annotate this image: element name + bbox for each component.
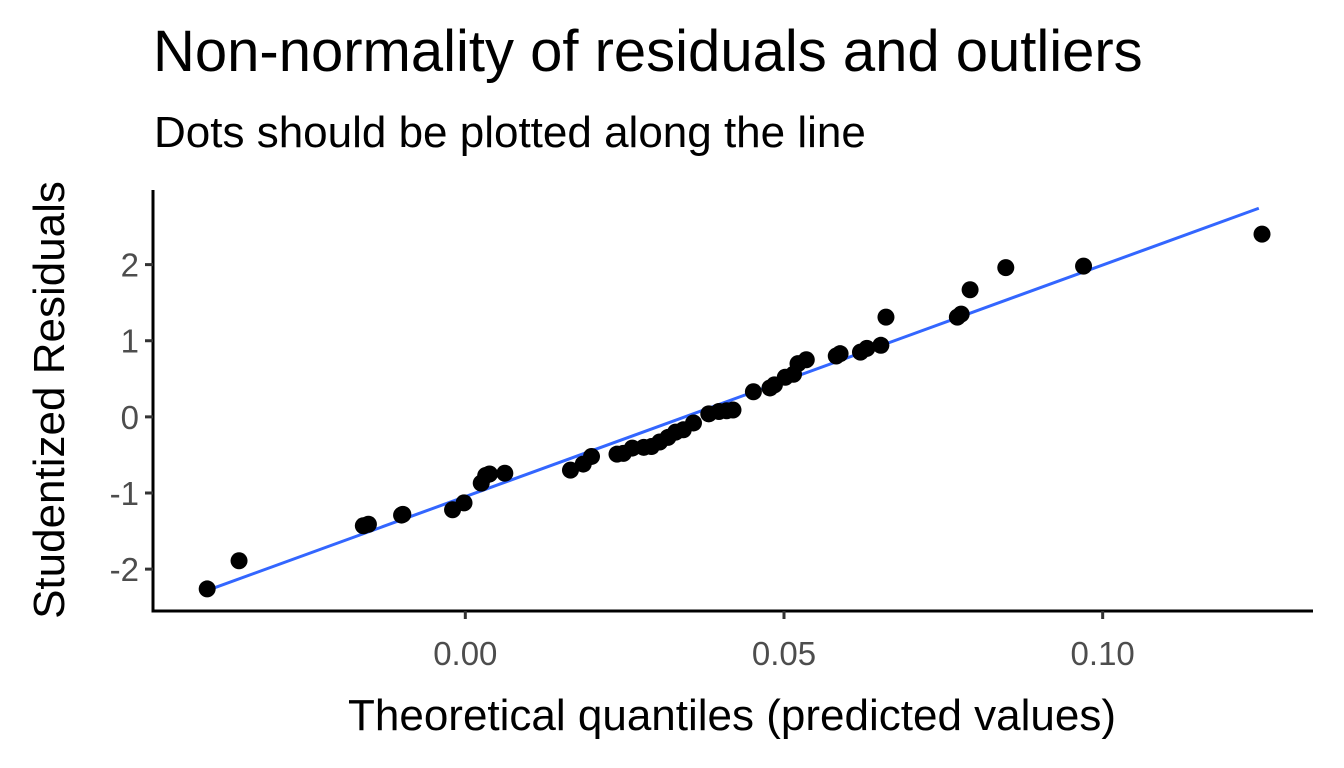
- data-point: [1075, 257, 1093, 275]
- data-point: [359, 515, 377, 533]
- data-point: [198, 580, 216, 598]
- data-point: [872, 336, 890, 354]
- data-point: [394, 505, 412, 523]
- x-tick-label: 0.05: [752, 635, 816, 672]
- data-point: [230, 552, 248, 570]
- data-point: [744, 383, 762, 401]
- data-point: [684, 414, 702, 432]
- data-point: [496, 464, 514, 482]
- data-point: [997, 259, 1015, 277]
- data-point: [877, 308, 895, 326]
- data-point: [961, 281, 979, 299]
- x-tick-label: 0.00: [433, 635, 497, 672]
- chart-subtitle: Dots should be plotted along the line: [154, 108, 866, 157]
- chart-title: Non-normality of residuals and outliers: [153, 19, 1143, 84]
- data-point: [952, 305, 970, 323]
- data-point: [561, 461, 579, 479]
- data-point: [455, 494, 473, 512]
- data-point: [1253, 225, 1271, 243]
- y-tick-label: -1: [110, 475, 139, 512]
- y-tick-label: 1: [121, 323, 139, 360]
- x-axis-label: Theoretical quantiles (predicted values): [348, 691, 1116, 740]
- axes-group: -2 -1 0 1 2 0.00 0.05 0.10: [110, 190, 1313, 672]
- data-point: [724, 401, 742, 419]
- y-tick-label: -2: [110, 551, 139, 588]
- x-tick-label: 0.10: [1071, 635, 1135, 672]
- data-point: [831, 345, 849, 363]
- y-tick-label: 2: [121, 247, 139, 284]
- data-points-group: [198, 225, 1271, 598]
- y-tick-label: 0: [121, 399, 139, 436]
- y-axis-label: Studentized Residuals: [25, 181, 74, 619]
- data-point: [858, 339, 876, 357]
- data-point: [583, 447, 601, 465]
- data-point: [481, 465, 499, 483]
- data-point: [797, 351, 815, 369]
